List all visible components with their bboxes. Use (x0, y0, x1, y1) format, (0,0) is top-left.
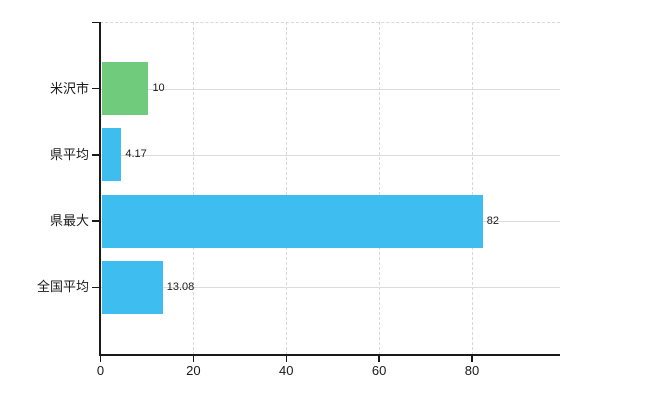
bar-4 (102, 260, 163, 314)
category-label: 県平均 (49, 146, 89, 162)
y-axis-line (99, 22, 101, 355)
x-tick-label: 40 (279, 363, 294, 378)
y-axis-top-tick (92, 21, 100, 23)
category-gridline (101, 154, 560, 156)
bar-3 (102, 194, 483, 248)
bar-value-label: 10 (152, 82, 165, 94)
bar-value-label: 13.08 (166, 280, 195, 293)
category-gridline (101, 287, 560, 289)
category-label: 全国平均 (36, 279, 89, 295)
plot-top-border (100, 22, 560, 23)
x-tick-label: 20 (186, 363, 201, 378)
bar-value-label: 82 (486, 214, 500, 227)
y-tick (92, 220, 100, 222)
x-tick-label: 0 (96, 363, 105, 378)
x-tick (285, 356, 287, 362)
x-gridline (286, 22, 288, 355)
y-tick (92, 286, 100, 289)
y-tick (92, 87, 100, 90)
x-gridline (379, 22, 381, 355)
category-label: 県最大 (49, 213, 89, 229)
bar-2 (102, 128, 122, 182)
x-tick (471, 356, 473, 362)
x-tick (99, 356, 102, 362)
x-gridline (472, 22, 473, 355)
category-label: 米沢市 (49, 80, 89, 96)
y-tick (92, 154, 100, 156)
x-tick-label: 60 (371, 363, 387, 378)
x-gridline (193, 22, 195, 355)
x-tick (378, 356, 380, 362)
bar-value-label: 4.17 (125, 148, 147, 161)
bar-1 (102, 62, 149, 115)
category-gridline (101, 88, 560, 90)
x-tick-label: 80 (464, 363, 480, 378)
x-axis-line (99, 354, 560, 356)
x-tick (192, 356, 195, 362)
